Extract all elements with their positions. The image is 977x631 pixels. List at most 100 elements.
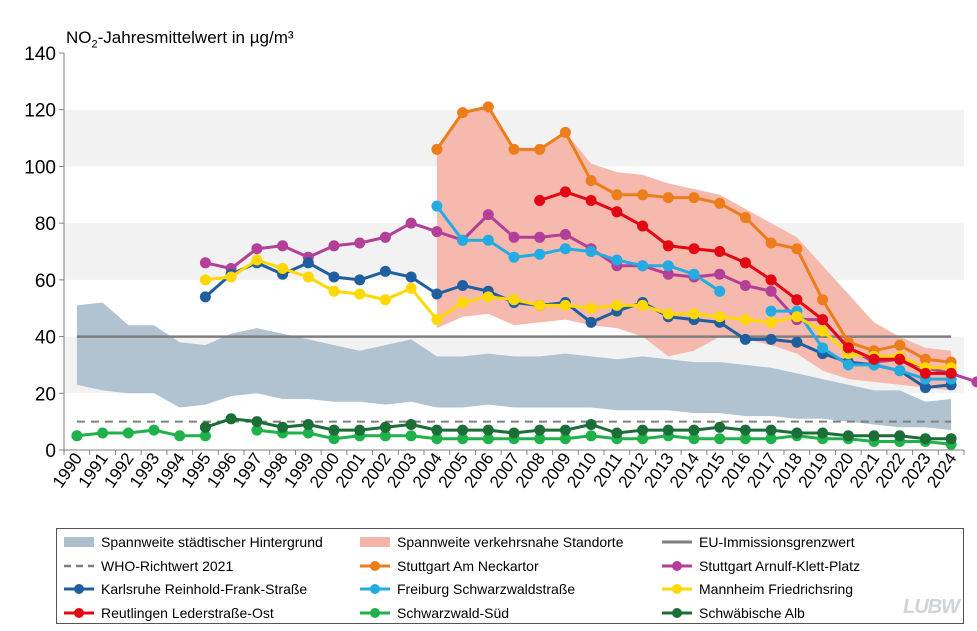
data-point-2020	[842, 342, 854, 354]
lubw-logo: LUBW	[903, 596, 960, 618]
data-point-2014	[688, 192, 700, 204]
data-point-2023	[919, 433, 931, 445]
data-point-2018	[791, 311, 803, 323]
data-point-2009	[559, 299, 571, 311]
data-point-2023	[919, 353, 931, 365]
legend-swatch	[662, 560, 692, 571]
data-point-2005	[457, 297, 469, 308]
data-point-2004	[431, 200, 443, 212]
data-point-2006	[482, 433, 494, 445]
data-point-2010	[585, 419, 597, 430]
data-point-2010	[585, 246, 597, 257]
series-mannheim-friedrichsring	[199, 254, 957, 374]
data-point-2018	[791, 336, 803, 348]
data-point-2008	[534, 299, 546, 311]
legend-label: Reutlingen Lederstraße-Ost	[101, 604, 274, 621]
data-point-2019	[817, 294, 829, 306]
data-point-2015	[714, 197, 726, 209]
data-point-2001	[354, 237, 366, 249]
data-point-1997	[251, 254, 263, 266]
data-point-2015	[714, 285, 726, 297]
data-point-2017	[765, 274, 777, 286]
data-point-2010	[585, 195, 597, 206]
y-tick-label: 140	[24, 44, 56, 65]
y-tick-label: 100	[24, 157, 56, 178]
data-point-2004	[431, 314, 443, 326]
data-point-2023	[919, 382, 931, 394]
legend-item: EU-Immissionsgrenzwert	[659, 531, 855, 553]
legend-label: Stuttgart Arnulf-Klett-Platz	[699, 557, 861, 574]
legend-item: Freiburg Schwarzwaldstraße	[357, 578, 575, 600]
data-point-2006	[482, 209, 494, 221]
data-point-2013	[662, 192, 674, 204]
data-point-2011	[611, 206, 623, 218]
y-tick-label: 60	[35, 271, 56, 292]
data-point-2011	[611, 299, 623, 311]
data-point-1998	[277, 240, 289, 252]
data-point-1997	[251, 243, 263, 255]
data-series	[71, 101, 977, 450]
data-point-2015	[714, 246, 726, 257]
data-point-1995	[199, 291, 211, 303]
series-line	[256, 428, 952, 446]
series-schwaebische-alb	[199, 413, 957, 445]
data-point-2005	[457, 433, 469, 445]
legend-swatch	[64, 564, 94, 567]
legend-item: Schwarzwald-Süd	[357, 602, 509, 624]
data-point-2021	[868, 353, 880, 365]
legend-swatch	[662, 607, 692, 618]
legend-swatch	[360, 560, 390, 571]
data-point-2016	[739, 424, 751, 436]
data-point-2019	[817, 342, 829, 354]
legend-swatch	[64, 537, 94, 547]
data-point-2006	[482, 424, 494, 436]
data-point-2016	[739, 333, 751, 345]
data-point-2017	[765, 333, 777, 345]
data-point-2006	[482, 291, 494, 303]
data-point-2020	[842, 359, 854, 371]
data-point-1995	[199, 274, 211, 286]
data-point-2012	[637, 260, 649, 272]
data-point-2003	[405, 217, 417, 229]
legend-label: Spannweite städtischer Hintergrund	[101, 534, 323, 550]
data-point-2005	[457, 424, 469, 436]
data-point-2014	[688, 308, 700, 320]
data-point-2014	[688, 268, 700, 280]
legend-label: Schwäbische Alb	[699, 604, 805, 621]
data-point-2008	[534, 231, 546, 243]
data-point-2006	[482, 101, 494, 113]
legend-label: Karlsruhe Reinhold-Frank-Straße	[101, 581, 308, 597]
y-tick-label: 20	[35, 384, 56, 405]
data-point-2021	[868, 430, 880, 442]
data-point-2015	[714, 421, 726, 433]
data-point-2007	[508, 143, 520, 155]
data-point-2024	[945, 433, 957, 445]
data-point-2002	[379, 430, 391, 442]
data-point-2008	[534, 143, 546, 155]
data-point-2013	[662, 260, 674, 272]
data-point-2012	[637, 299, 649, 311]
data-point-2009	[559, 229, 571, 240]
data-point-2017	[765, 237, 777, 249]
data-point-2019	[817, 314, 829, 326]
data-point-1999	[302, 271, 314, 283]
chart-title: NO2-Jahresmittelwert in µg/m³	[66, 28, 294, 51]
legend-label: WHO-Richtwert 2021	[101, 557, 234, 574]
data-point-2008	[534, 424, 546, 436]
y-tick-label: 40	[35, 328, 56, 349]
legend-swatch	[662, 540, 692, 544]
data-point-2013	[662, 424, 674, 436]
data-point-2012	[637, 189, 649, 201]
series-stuttgart-am-neckartor	[431, 101, 957, 368]
legend-label: Spannweite verkehrsnahe Standorte	[397, 534, 624, 550]
data-point-2004	[431, 424, 443, 436]
data-point-2015	[714, 268, 726, 280]
data-point-2000	[328, 424, 340, 436]
data-point-2009	[559, 243, 571, 255]
data-point-1991	[97, 427, 109, 439]
data-point-2022	[894, 353, 906, 365]
data-point-2007	[508, 294, 520, 306]
legend-swatch	[64, 584, 94, 594]
data-point-2004	[431, 288, 443, 300]
